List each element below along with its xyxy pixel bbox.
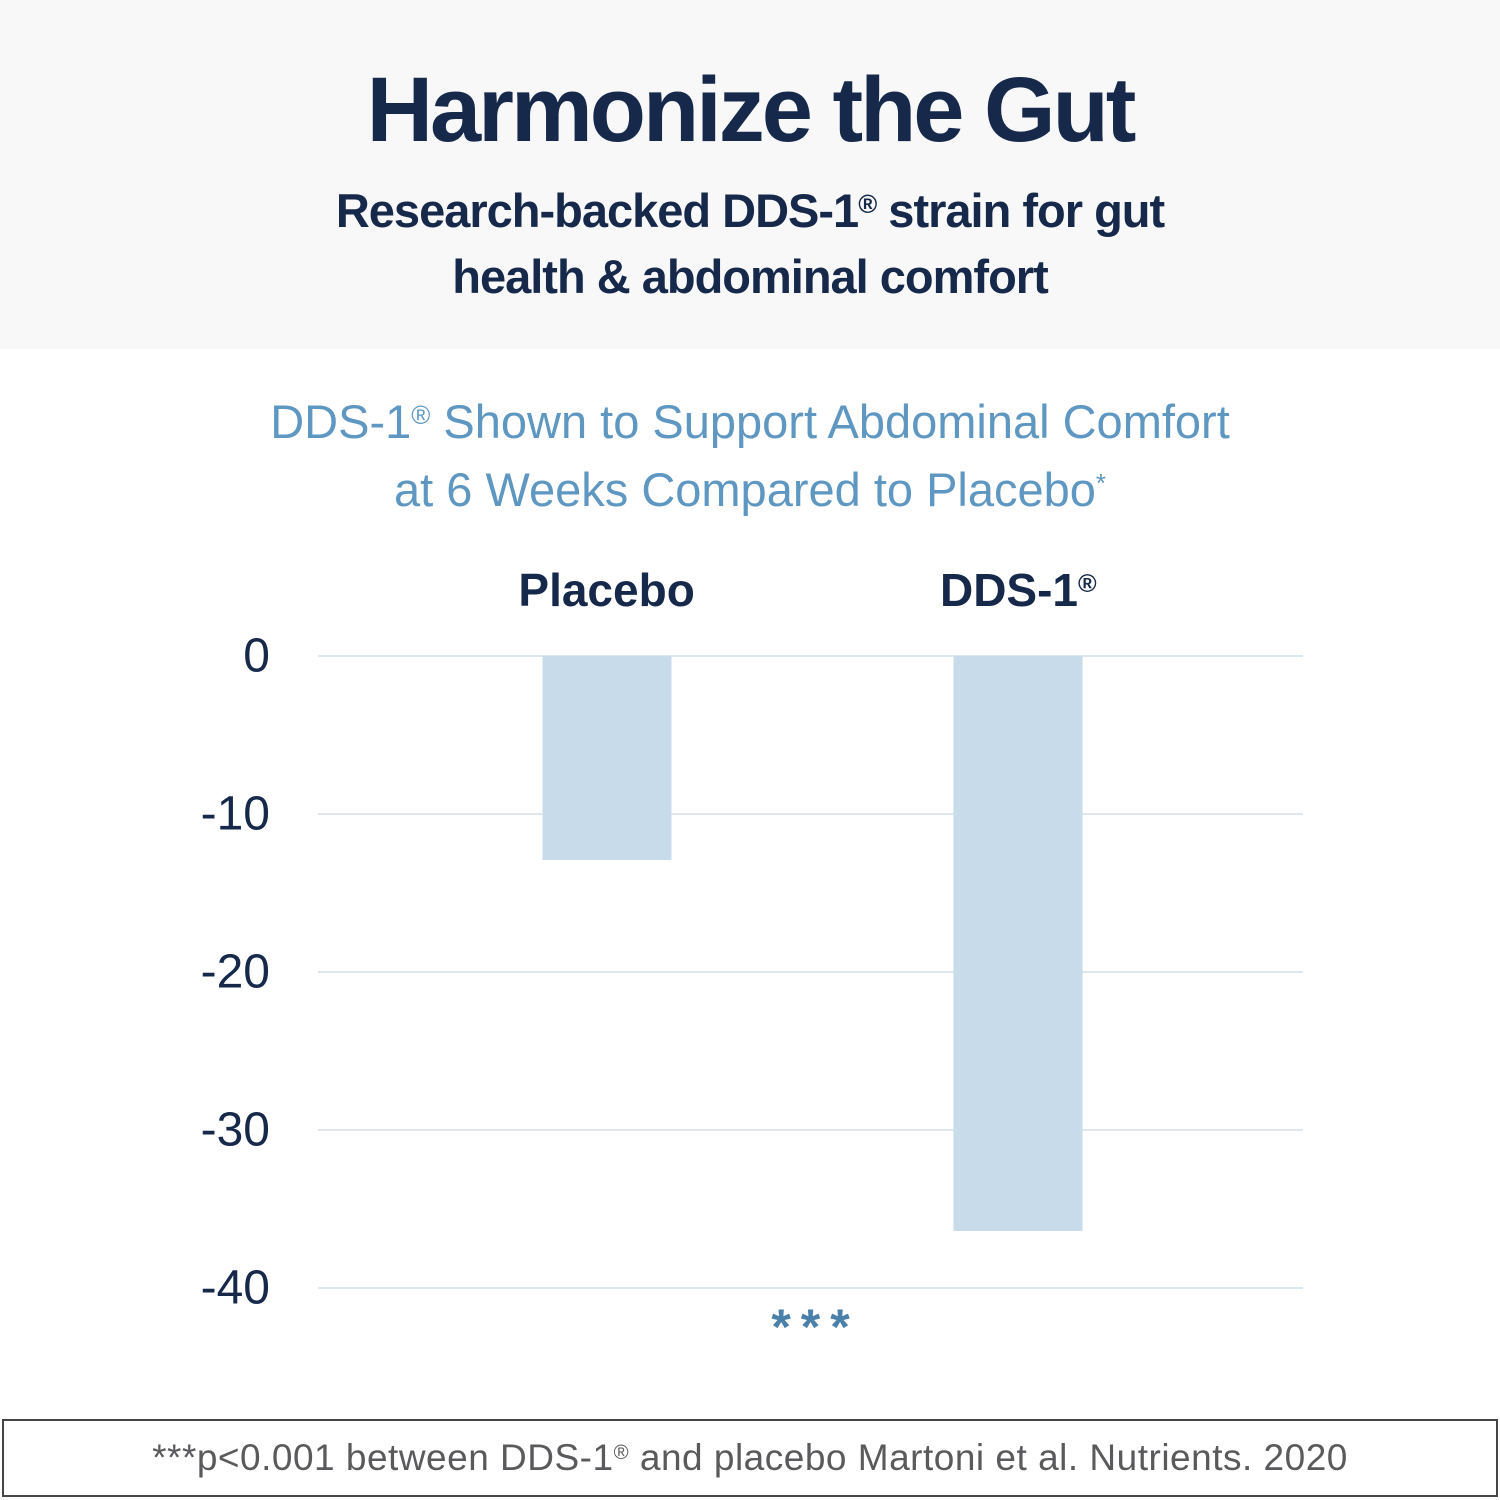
registered-trademark-symbol: ® — [858, 190, 877, 219]
chart-title-line-2: at 6 Weeks Compared to Placebo* — [394, 463, 1106, 516]
plot-area: Placebo DDS-1® *** — [318, 564, 1303, 1355]
significance-stars: *** — [771, 1299, 860, 1355]
y-axis: 0 -10 -20 -30 -40 — [0, 630, 270, 1315]
subtitle-line-1: Research-backed DDS-1® strain for gut — [335, 184, 1165, 237]
footnote-box: ***p<0.001 between DDS-1® and placebo Ma… — [2, 1419, 1498, 1497]
header-band: Harmonize the Gut Research-backed DDS-1®… — [0, 0, 1500, 349]
gridline — [318, 1287, 1303, 1289]
chart-title-line-1: DDS-1® Shown to Support Abdominal Comfor… — [270, 395, 1230, 448]
page-subtitle: Research-backed DDS-1® strain for gut he… — [0, 182, 1500, 305]
registered-trademark-symbol: ® — [1078, 570, 1097, 599]
y-tick-label: -30 — [200, 1103, 270, 1157]
gridline — [318, 1129, 1303, 1131]
gridline — [318, 655, 1303, 657]
registered-trademark-symbol: ® — [411, 401, 431, 430]
footnote-asterisk: * — [1095, 469, 1106, 498]
page-title: Harmonize the Gut — [366, 59, 1137, 161]
y-tick-label: -10 — [200, 787, 270, 841]
gridline — [318, 971, 1303, 973]
registered-trademark-symbol: ® — [613, 1441, 630, 1464]
y-tick-label: -20 — [200, 945, 270, 999]
chart-title: DDS-1® Shown to Support Abdominal Comfor… — [0, 392, 1500, 528]
category-label-placebo: Placebo — [518, 564, 695, 616]
y-tick-label: -40 — [200, 1261, 270, 1315]
bar-dds1 — [953, 656, 1083, 1232]
gridline — [318, 813, 1303, 815]
y-tick-label: 0 — [243, 629, 270, 683]
bar-placebo — [542, 656, 672, 860]
subtitle-line-2: health & abdominal comfort — [452, 250, 1049, 303]
category-label-dds1: DDS-1® — [939, 564, 1097, 616]
footnote-text: ***p<0.001 between DDS-1® and placebo Ma… — [152, 1437, 1348, 1478]
